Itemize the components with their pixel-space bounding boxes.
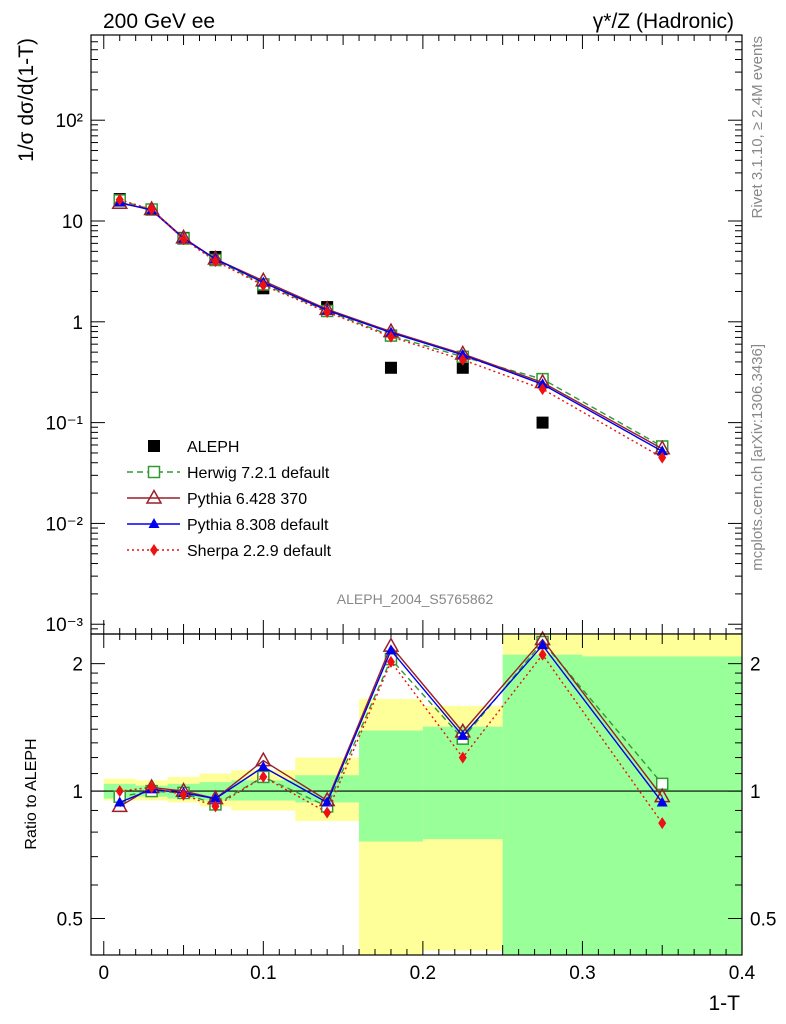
stat-uncertainty-band <box>422 726 503 840</box>
legend-label: Herwig 7.2.1 default <box>187 465 330 482</box>
mcplots-label: mcplots.cern.ch [arXiv:1306.3436] <box>749 344 766 571</box>
ratio-series-line <box>119 653 663 824</box>
main-series-line <box>119 198 663 459</box>
main-y-tick-label: 10⁻¹ <box>46 414 84 435</box>
main-data-point <box>656 445 668 456</box>
legend-marker <box>150 544 158 556</box>
ratio-series-line <box>119 638 663 808</box>
main-data-point <box>538 383 547 396</box>
main-data-point <box>658 451 667 464</box>
ratio-data-point <box>147 781 156 794</box>
ratio-data-point <box>658 817 667 830</box>
main-y-tick-label: 10⁻² <box>46 514 84 535</box>
main-y-tick-label: 10 <box>62 212 83 233</box>
ratio-y-tick-label: 1 <box>72 782 83 803</box>
ratio-panel: 0.5 0.5 1 1 2 2 0 0.1 0.2 0.3 0.4 <box>57 630 776 984</box>
x-tick-label: 0 <box>98 963 109 984</box>
ratio-data-point <box>211 800 220 813</box>
ratio-data-point <box>323 806 332 819</box>
main-panel: 10⁻³ 10⁻² 10⁻¹ 1 10 10² <box>46 34 743 636</box>
ratio-frame <box>90 633 743 956</box>
ratio-data-point <box>537 639 549 650</box>
ratio-data-point <box>457 729 469 740</box>
ratio-data-point <box>385 644 397 655</box>
x-tick-label: 0.2 <box>410 963 436 984</box>
stat-uncertainty-band <box>502 654 583 955</box>
main-data-point <box>259 279 268 292</box>
main-data-point <box>115 193 124 206</box>
ratio-data-point <box>656 796 668 807</box>
main-data-point <box>536 416 549 429</box>
main-data-point <box>211 255 220 268</box>
rivet-label: Rivet 3.1.10, ≥ 2.4M events <box>749 36 766 219</box>
legend-marker <box>147 465 161 479</box>
main-data-point <box>456 361 469 374</box>
main-data-point <box>386 330 395 343</box>
legend-label: Pythia 6.428 370 <box>187 491 307 508</box>
x-tick-label: 0.3 <box>569 963 595 984</box>
legend-label: Pythia 8.308 default <box>187 517 329 534</box>
legend-marker <box>145 488 163 504</box>
legend: ALEPH Herwig 7.2.1 default Pythia 6.428 37… <box>127 439 332 560</box>
ratio-data-point <box>179 788 188 801</box>
ratio-data-point <box>114 796 126 807</box>
ratio-data-point <box>458 751 467 764</box>
main-data-point <box>111 194 129 209</box>
ratio-series-line <box>119 644 663 804</box>
main-y-axis-label: 1/σ dσ/d(1-T) <box>15 38 38 162</box>
main-data-point <box>458 353 467 366</box>
main-series-4 <box>115 193 667 464</box>
analysis-watermark: ALEPH_2004_S5765862 <box>337 591 494 607</box>
ratio-y-tick-label-right: 2 <box>750 655 761 676</box>
ratio-data-point <box>257 760 269 771</box>
ratio-y-axis-label: Ratio to ALEPH <box>23 738 40 849</box>
main-y-tick-label: 10⁻³ <box>46 615 84 636</box>
legend-marker <box>148 440 160 452</box>
stat-uncertainty-band <box>231 780 296 801</box>
ratio-data-point <box>259 770 268 783</box>
ratio-data-point <box>538 648 547 661</box>
main-data-point <box>384 361 397 374</box>
main-data-point <box>179 233 188 246</box>
main-data-point <box>323 306 332 319</box>
legend-marker <box>148 518 160 528</box>
ratio-y-tick-label-right: 0.5 <box>750 910 776 931</box>
legend-label: ALEPH <box>187 439 239 456</box>
header-right: γ*/Z (Hadronic) <box>593 10 734 33</box>
main-data-point <box>147 203 156 216</box>
ratio-data-point <box>386 655 395 668</box>
x-axis-label: 1-T <box>709 992 741 1015</box>
stat-uncertainty-band <box>359 730 423 842</box>
ratio-data-point <box>115 785 124 798</box>
main-y-tick-label: 10² <box>56 111 83 132</box>
ratio-series-3 <box>115 648 667 830</box>
ratio-y-tick-label-right: 1 <box>750 782 761 803</box>
x-tick-label: 0.1 <box>250 963 276 984</box>
ratio-data-point <box>321 796 333 807</box>
main-y-tick-label: 1 <box>72 313 83 334</box>
x-tick-label: 0.4 <box>729 963 756 984</box>
ratio-y-tick-label: 0.5 <box>57 910 83 931</box>
ratio-data-point <box>209 792 221 803</box>
main-series-2 <box>111 194 671 455</box>
legend-label: Sherpa 2.2.9 default <box>187 543 332 560</box>
ratio-y-tick-label: 2 <box>72 655 83 676</box>
header-left: 200 GeV ee <box>103 10 215 33</box>
